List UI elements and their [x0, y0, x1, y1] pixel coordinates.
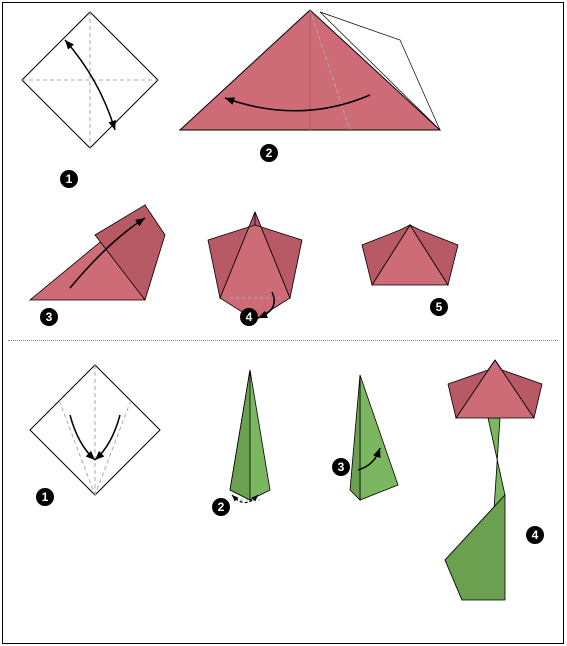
- stem-step-badge-3: 3: [332, 458, 350, 476]
- flower-step-badge-2: 2: [260, 144, 278, 162]
- section-divider: [8, 340, 558, 341]
- flower-step-badge-3: 3: [40, 308, 58, 326]
- stem-step-badge-4: 4: [526, 526, 544, 544]
- stem-step-badge-2: 2: [212, 498, 230, 516]
- flower-step-badge-1: 1: [60, 170, 78, 188]
- stem-step-badge-1: 1: [36, 488, 54, 506]
- flower-step-badge-4: 4: [240, 308, 258, 326]
- flower-step-badge-5: 5: [430, 298, 448, 316]
- origami-diagram: [0, 0, 567, 646]
